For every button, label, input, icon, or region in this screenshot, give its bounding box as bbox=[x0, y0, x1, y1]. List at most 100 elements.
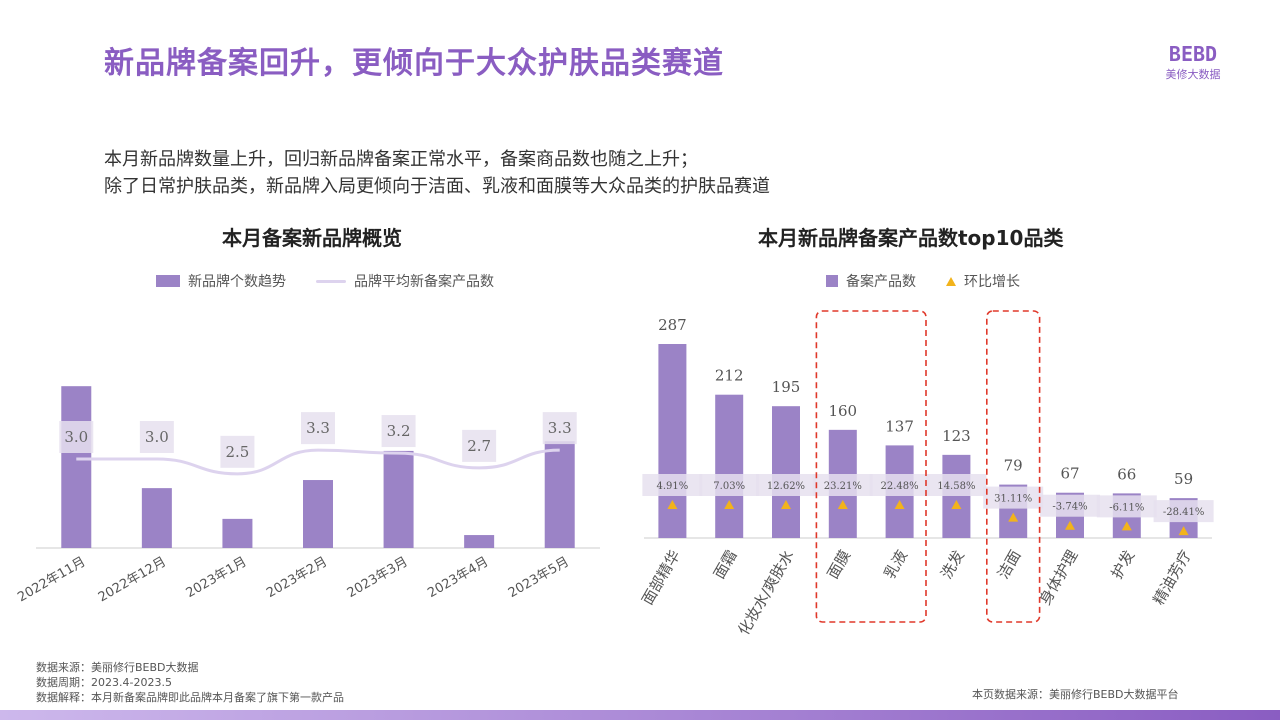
left-value-box bbox=[542, 412, 577, 445]
right-growth-label: 12.62% bbox=[767, 481, 805, 492]
left-chart-legend: 新品牌个数趋势 品牌平均新备案产品数 bbox=[156, 271, 494, 291]
right-x-tick-label: 面膜 bbox=[824, 547, 855, 582]
page-source: 本页数据来源：美丽修行BEBD大数据平台 bbox=[972, 688, 1179, 701]
left-x-tick-label: 2023年3月 bbox=[345, 554, 411, 601]
period-line: 数据周期：2023.4-2023.5 bbox=[36, 676, 172, 689]
legend-bar-swatch bbox=[826, 275, 838, 287]
right-bar bbox=[942, 454, 971, 538]
right-growth-label: -6.11% bbox=[1109, 502, 1144, 513]
right-growth-box bbox=[699, 474, 760, 496]
intro-line-2: 除了日常护肤品类，新品牌入局更倾向于洁面、乳液和面膜等大众品类的护肤品赛道 bbox=[104, 176, 770, 197]
growth-triangle-icon bbox=[1065, 520, 1075, 530]
right-growth-box bbox=[1153, 500, 1214, 523]
growth-triangle-icon bbox=[667, 500, 678, 509]
growth-triangle-icon bbox=[951, 500, 962, 509]
right-x-tick-label: 洁面 bbox=[994, 547, 1025, 582]
left-bar bbox=[544, 441, 575, 548]
left-x-tick-label: 2023年2月 bbox=[264, 554, 330, 601]
right-growth-label: 14.58% bbox=[937, 481, 975, 492]
legend-line-label: 品牌平均新备案产品数 bbox=[354, 274, 494, 290]
left-value-label: 2.7 bbox=[467, 437, 491, 455]
right-bar bbox=[715, 394, 744, 538]
growth-triangle-icon bbox=[724, 500, 735, 509]
right-value-label: 66 bbox=[1117, 465, 1136, 483]
right-growth-box bbox=[756, 474, 816, 496]
page-title: 新品牌备案回升，更倾向于大众护肤品类赛道 bbox=[104, 46, 724, 81]
right-x-tick-label: 精油芳疗 bbox=[1149, 547, 1195, 608]
legend-bar-label: 备案产品数 bbox=[846, 274, 916, 290]
left-value-label: 3.3 bbox=[548, 419, 572, 437]
left-chart-title: 本月备案新品牌概览 bbox=[222, 226, 402, 250]
growth-triangle-icon bbox=[1178, 526, 1189, 536]
right-x-tick-label: 化妆水/爽肤水 bbox=[734, 547, 797, 638]
explanation-line: 数据解释：本月新备案品牌即此品牌本月备案了旗下第一款产品 bbox=[36, 691, 344, 704]
data-source-notes: 数据来源：美丽修行BEBD大数据 数据周期：2023.4-2023.5 数据解释… bbox=[36, 660, 344, 705]
left-x-tick-label: 2022年12月 bbox=[96, 554, 169, 605]
left-value-label: 3.0 bbox=[64, 428, 88, 446]
right-growth-label: 22.48% bbox=[881, 481, 919, 492]
left-x-tick-label: 2023年1月 bbox=[184, 554, 250, 601]
legend-line-swatch bbox=[316, 279, 346, 283]
right-growth-box bbox=[812, 474, 873, 496]
right-bar bbox=[772, 406, 800, 538]
logo-mark: BEBD bbox=[1168, 42, 1218, 66]
growth-triangle-icon bbox=[837, 500, 848, 509]
left-value-box bbox=[301, 412, 335, 445]
right-value-label: 287 bbox=[658, 316, 687, 334]
left-x-tick-label: 2022年11月 bbox=[15, 554, 88, 605]
right-growth-box bbox=[926, 474, 987, 496]
left-bar bbox=[141, 488, 172, 548]
right-chart-legend: 备案产品数 环比增长 bbox=[826, 271, 1020, 291]
left-value-box bbox=[462, 429, 497, 462]
right-growth-box bbox=[1040, 494, 1100, 517]
left-bar bbox=[222, 518, 253, 548]
highlight-box bbox=[985, 310, 1041, 623]
right-x-tick-label: 身体护理 bbox=[1036, 547, 1082, 608]
right-growth-label: 7.03% bbox=[713, 481, 745, 492]
growth-triangle-icon bbox=[1008, 512, 1019, 522]
right-x-tick-label: 面霜 bbox=[710, 547, 741, 582]
right-chart-title: 本月新品牌备案产品数top10品类 bbox=[758, 226, 1064, 250]
right-growth-box bbox=[983, 486, 1044, 509]
brand-logo: BEBD 美修大数据 bbox=[1158, 42, 1228, 82]
right-value-label: 79 bbox=[1004, 457, 1023, 475]
left-value-box bbox=[220, 435, 255, 468]
right-value-label: 212 bbox=[715, 367, 744, 385]
growth-triangle-icon bbox=[1121, 521, 1132, 531]
left-value-box bbox=[139, 421, 174, 453]
right-growth-label: 31.11% bbox=[994, 494, 1032, 505]
left-bar bbox=[61, 386, 92, 548]
left-x-tick-label: 2023年4月 bbox=[425, 554, 491, 601]
left-value-label: 2.5 bbox=[225, 443, 249, 461]
intro-text: 本月新品牌数量上升，回归新品牌备案正常水平，备案商品数也随之上升； 除了日常护肤… bbox=[104, 146, 770, 200]
right-value-label: 59 bbox=[1174, 470, 1193, 488]
highlight-box bbox=[815, 310, 927, 623]
growth-triangle-icon bbox=[781, 500, 791, 509]
right-growth-box bbox=[1096, 495, 1157, 518]
right-value-label: 137 bbox=[885, 417, 914, 435]
legend-bar-label: 新品牌个数趋势 bbox=[188, 274, 286, 290]
left-bar bbox=[383, 450, 414, 548]
left-bar bbox=[464, 535, 495, 548]
right-growth-box bbox=[869, 474, 930, 496]
right-x-tick-label: 护发 bbox=[1108, 547, 1139, 582]
intro-line-1: 本月新品牌数量上升，回归新品牌备案正常水平，备案商品数也随之上升； bbox=[104, 149, 698, 170]
source-line: 数据来源：美丽修行BEBD大数据 bbox=[36, 661, 199, 674]
right-x-tick-label: 洗发 bbox=[937, 547, 968, 582]
left-value-label: 3.0 bbox=[145, 428, 169, 446]
right-value-label: 160 bbox=[828, 402, 857, 420]
right-x-tick-label: 面部精华 bbox=[638, 547, 684, 608]
right-growth-label: 4.91% bbox=[657, 481, 689, 492]
left-value-label: 3.3 bbox=[306, 419, 330, 437]
right-value-label: 195 bbox=[772, 378, 801, 396]
right-growth-label: 23.21% bbox=[824, 481, 862, 492]
left-bar bbox=[303, 480, 333, 548]
right-value-label: 123 bbox=[942, 427, 971, 445]
left-value-box bbox=[381, 415, 416, 448]
legend-bar-swatch bbox=[156, 275, 180, 287]
footer-bar bbox=[0, 710, 1280, 720]
left-avg-line bbox=[76, 448, 560, 476]
growth-triangle-icon bbox=[894, 500, 905, 509]
right-growth-label: -3.74% bbox=[1052, 502, 1087, 513]
legend-marker-label: 环比增长 bbox=[964, 274, 1020, 290]
